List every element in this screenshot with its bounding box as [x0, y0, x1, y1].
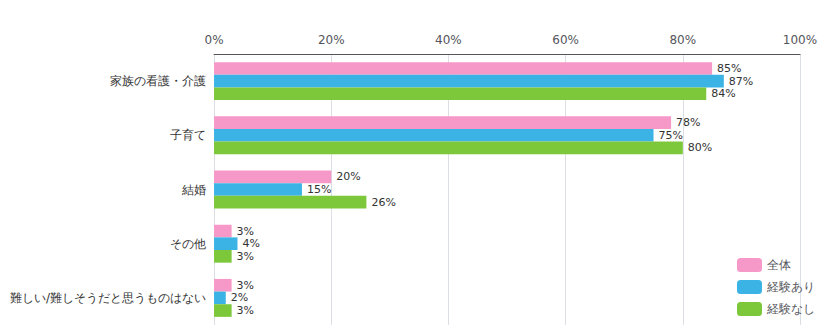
svg-text:20%: 20% [318, 33, 345, 47]
svg-text:3%: 3% [237, 304, 254, 317]
svg-text:60%: 60% [552, 33, 579, 47]
svg-text:4%: 4% [242, 237, 259, 250]
svg-text:85%: 85% [717, 62, 741, 75]
svg-text:75%: 75% [659, 129, 683, 142]
svg-text:20%: 20% [336, 170, 360, 183]
svg-text:難しい/難しそうだと思うものはない: 難しい/難しそうだと思うものはない [10, 291, 206, 305]
svg-text:80%: 80% [688, 141, 712, 154]
svg-text:87%: 87% [729, 75, 753, 88]
svg-text:2%: 2% [231, 291, 248, 304]
svg-text:3%: 3% [237, 225, 254, 238]
svg-text:家族の看護・介護: 家族の看護・介護 [110, 74, 206, 88]
svg-text:経験あり: 経験あり [766, 280, 815, 294]
svg-text:3%: 3% [237, 250, 254, 263]
svg-text:84%: 84% [711, 87, 735, 100]
svg-text:40%: 40% [435, 33, 462, 47]
svg-text:26%: 26% [371, 196, 395, 209]
svg-text:子育て: 子育て [170, 128, 206, 142]
svg-text:経験なし: 経験なし [766, 302, 815, 316]
svg-text:結婚: 結婚 [181, 183, 206, 197]
svg-text:78%: 78% [676, 116, 700, 129]
svg-text:0%: 0% [205, 33, 224, 47]
svg-text:15%: 15% [307, 183, 331, 196]
svg-text:全体: 全体 [767, 258, 791, 272]
svg-text:80%: 80% [669, 33, 696, 47]
svg-text:その他: その他 [170, 237, 206, 251]
svg-text:3%: 3% [237, 279, 254, 292]
svg-text:100%: 100% [783, 33, 817, 47]
